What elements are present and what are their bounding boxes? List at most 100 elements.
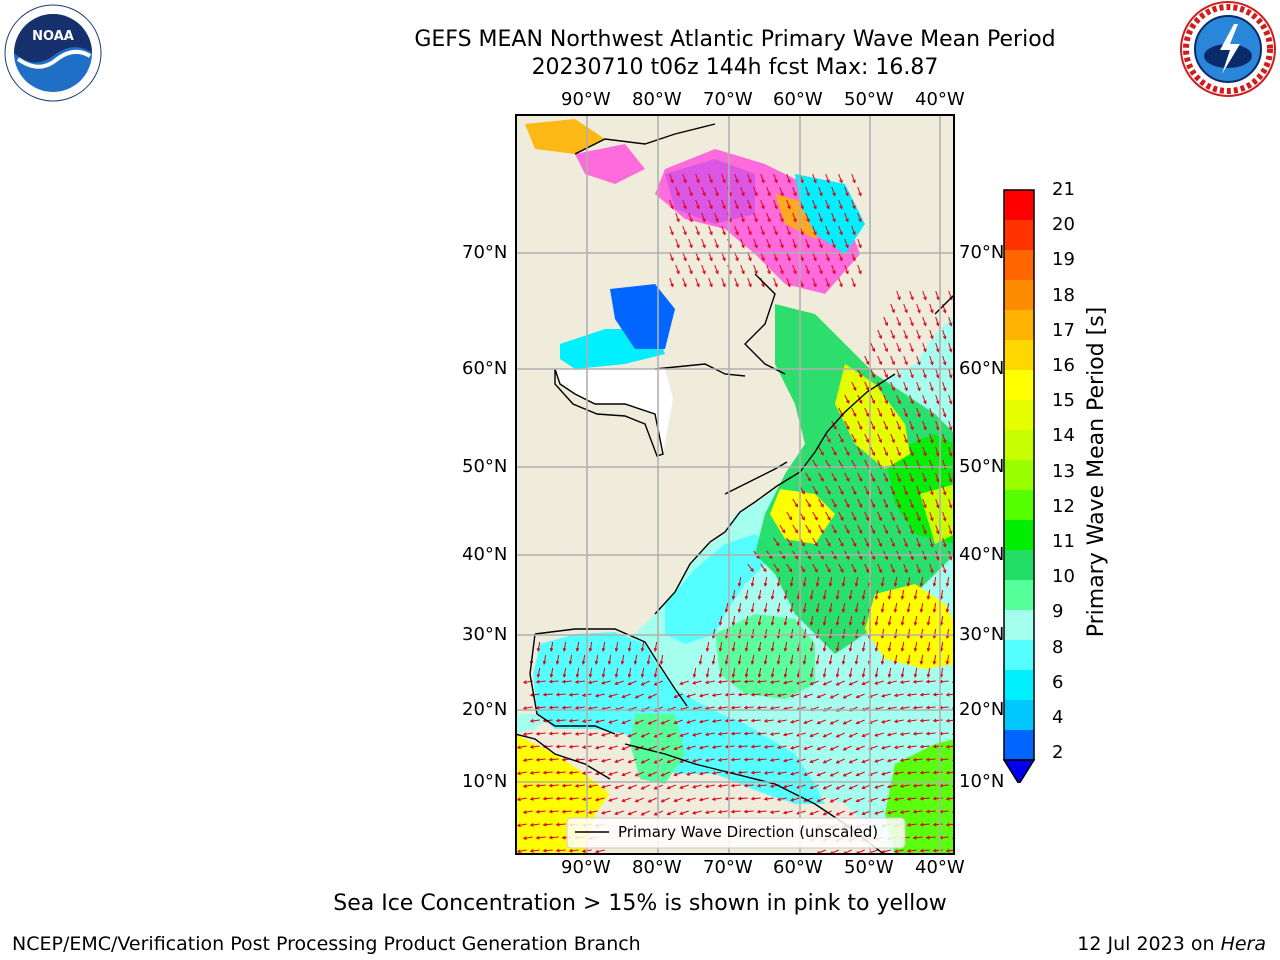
wave-arrow — [888, 641, 892, 651]
wave-arrow-head — [932, 822, 937, 827]
wave-arrow — [933, 628, 937, 638]
wave-arrow — [831, 524, 837, 534]
wave-arrow-head — [930, 387, 934, 392]
wave-arrow-head — [919, 796, 924, 801]
wave-arrow-head — [793, 244, 797, 249]
wave-arrow-head — [696, 179, 700, 184]
wave-arrow — [946, 576, 950, 586]
wave-arrow-head — [852, 517, 857, 522]
wave-arrow — [870, 524, 875, 534]
wave-arrow-head — [702, 218, 706, 223]
wave-arrow — [766, 264, 771, 274]
wave-arrow — [881, 771, 891, 775]
wave-arrow-head — [711, 797, 716, 801]
wave-arrow — [838, 277, 843, 287]
wave-arrow-head — [925, 731, 930, 736]
wave-arrow-head — [660, 773, 665, 777]
wave-arrow-head — [574, 732, 579, 736]
wave-arrow-head — [698, 693, 703, 698]
wave-arrow-head — [878, 569, 883, 574]
colorbar-tick-16: 16 — [1052, 355, 1075, 376]
wave-arrow-head — [679, 785, 684, 789]
wave-arrow — [909, 368, 914, 378]
wave-arrow — [523, 732, 533, 735]
wave-arrow-head — [789, 634, 794, 639]
wave-arrow — [550, 667, 554, 677]
wave-arrow — [836, 615, 840, 625]
wave-arrow — [856, 719, 865, 724]
wave-arrow-head — [932, 796, 937, 801]
wave-arrow-head — [845, 244, 849, 249]
lon-label-bottom-60w: 60°W — [773, 857, 823, 878]
wave-arrow-head — [561, 783, 566, 788]
wave-arrow — [933, 823, 943, 826]
wave-arrow-head — [906, 693, 911, 697]
wave-arrow-head — [858, 426, 863, 431]
wave-arrow — [842, 654, 846, 664]
wave-arrow — [549, 758, 559, 761]
wave-arrow-head — [686, 798, 691, 802]
wave-arrow-head — [899, 810, 904, 814]
wave-arrow-head — [858, 478, 863, 483]
wave-arrow — [926, 784, 936, 787]
wave-arrow — [731, 758, 741, 761]
wave-arrow — [701, 186, 706, 196]
wave-arrow-head — [906, 823, 911, 827]
wave-arrow-head — [900, 647, 905, 652]
wave-arrow — [718, 758, 728, 761]
wave-arrow-head — [917, 309, 921, 314]
wave-arrow-head — [709, 205, 713, 210]
wave-arrow — [786, 199, 791, 209]
wave-arrow — [562, 784, 572, 787]
wave-arrow-head — [686, 772, 691, 776]
wave-arrow — [948, 446, 952, 456]
wave-arrow — [718, 784, 728, 787]
wave-arrow — [810, 732, 819, 737]
wave-arrow-head — [711, 660, 716, 665]
wave-arrow-head — [923, 504, 927, 509]
wave-arrow — [900, 810, 910, 813]
wave-arrow-head — [910, 530, 914, 535]
wave-arrow — [747, 225, 752, 235]
wave-arrow — [849, 680, 858, 686]
wave-arrow-head — [886, 680, 891, 685]
wave-arrow-head — [730, 783, 735, 788]
wave-arrow — [601, 784, 611, 788]
wave-arrow-head — [807, 477, 811, 482]
wave-arrow-head — [600, 680, 606, 685]
wave-arrow — [942, 381, 946, 391]
wave-arrow — [804, 797, 813, 802]
wave-arrow — [738, 628, 742, 638]
wave-arrow-head — [923, 478, 927, 483]
wave-arrow — [851, 511, 857, 521]
wave-arrow — [682, 199, 687, 209]
wave-arrow-head — [730, 679, 735, 684]
wave-arrow-head — [731, 647, 736, 652]
wave-arrow-head — [906, 608, 911, 613]
wave-arrow — [783, 706, 793, 710]
wave-arrow — [764, 628, 768, 638]
wave-arrow — [946, 823, 954, 826]
wave-arrow-head — [581, 849, 586, 853]
wave-arrow — [804, 771, 813, 776]
wave-arrow-head — [829, 721, 834, 725]
wave-arrow — [920, 771, 930, 774]
wave-arrow — [549, 784, 559, 787]
wave-arrow — [877, 563, 882, 573]
wave-arrow-head — [796, 733, 801, 737]
wave-arrow-head — [761, 283, 765, 288]
wave-arrow — [838, 537, 844, 547]
wave-arrow — [857, 238, 862, 248]
wave-arrow-head — [709, 283, 713, 288]
wave-arrow — [810, 615, 814, 625]
wave-arrow — [738, 771, 748, 774]
wave-arrow — [747, 173, 752, 183]
wave-arrow — [589, 667, 593, 677]
wave-arrow — [830, 693, 839, 699]
wave-arrow — [825, 511, 831, 521]
wave-arrow-head — [607, 660, 612, 665]
wave-arrow — [920, 654, 924, 664]
wave-arrow — [721, 173, 726, 183]
wave-arrow — [712, 745, 722, 748]
wave-arrow — [745, 615, 749, 625]
